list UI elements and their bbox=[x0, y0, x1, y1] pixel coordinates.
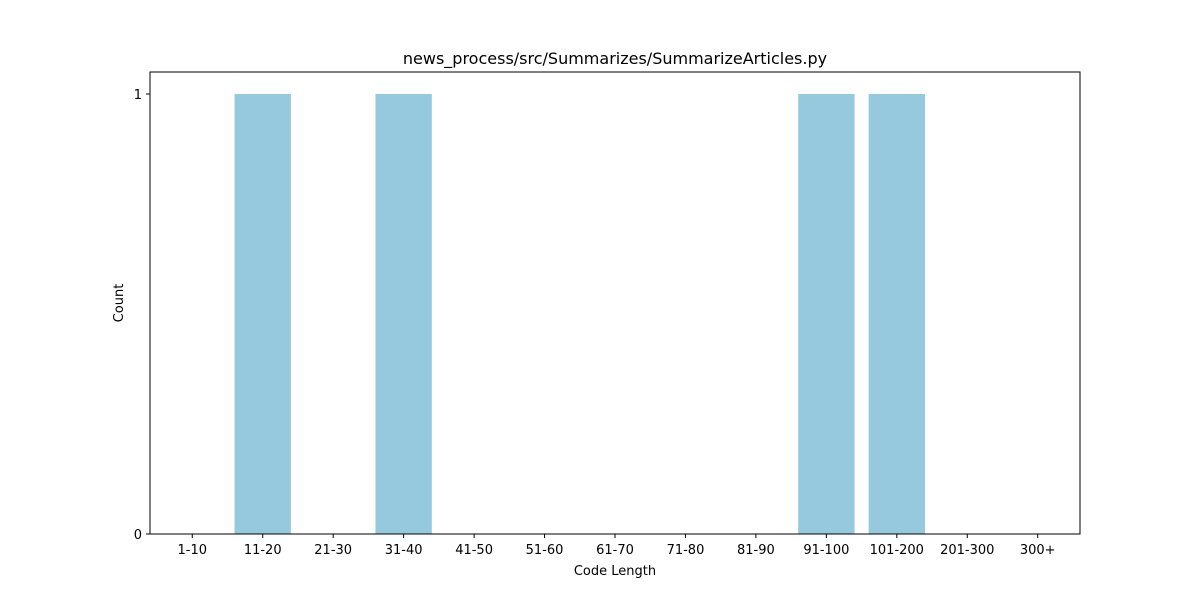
x-tick-label: 201-300 bbox=[940, 543, 994, 558]
y-tick-label: 1 bbox=[134, 88, 142, 103]
bars-layer bbox=[234, 94, 925, 534]
y-axis-label: Count bbox=[112, 284, 127, 323]
x-axis-label: Code Length bbox=[574, 564, 656, 579]
y-tick-label: 0 bbox=[134, 528, 142, 543]
x-tick-label: 91-100 bbox=[803, 543, 849, 558]
x-axis: 1-10 11-20 21-30 31-40 41-50 51-60 61-70 71-80 8… bbox=[178, 534, 1056, 558]
x-tick-label: 61-70 bbox=[596, 543, 634, 558]
x-tick-label: 1-10 bbox=[178, 543, 208, 558]
x-tick-label: 71-80 bbox=[667, 543, 705, 558]
x-tick-label: 41-50 bbox=[455, 543, 493, 558]
bar-11-20 bbox=[234, 94, 291, 534]
x-tick-label: 11-20 bbox=[244, 543, 282, 558]
chart-title: news_process/src/Summarizes/SummarizeArt… bbox=[403, 49, 827, 69]
y-axis: 01 bbox=[134, 88, 150, 543]
x-tick-label: 51-60 bbox=[526, 543, 564, 558]
bar-91-100 bbox=[798, 94, 855, 534]
x-tick-label: 21-30 bbox=[314, 543, 352, 558]
x-tick-label: 81-90 bbox=[737, 543, 775, 558]
x-tick-label: 31-40 bbox=[385, 543, 423, 558]
x-tick-label: 101-200 bbox=[870, 543, 924, 558]
bar-101-200 bbox=[868, 94, 925, 534]
bar-31-40 bbox=[375, 94, 432, 534]
x-tick-label: 300+ bbox=[1020, 543, 1056, 558]
